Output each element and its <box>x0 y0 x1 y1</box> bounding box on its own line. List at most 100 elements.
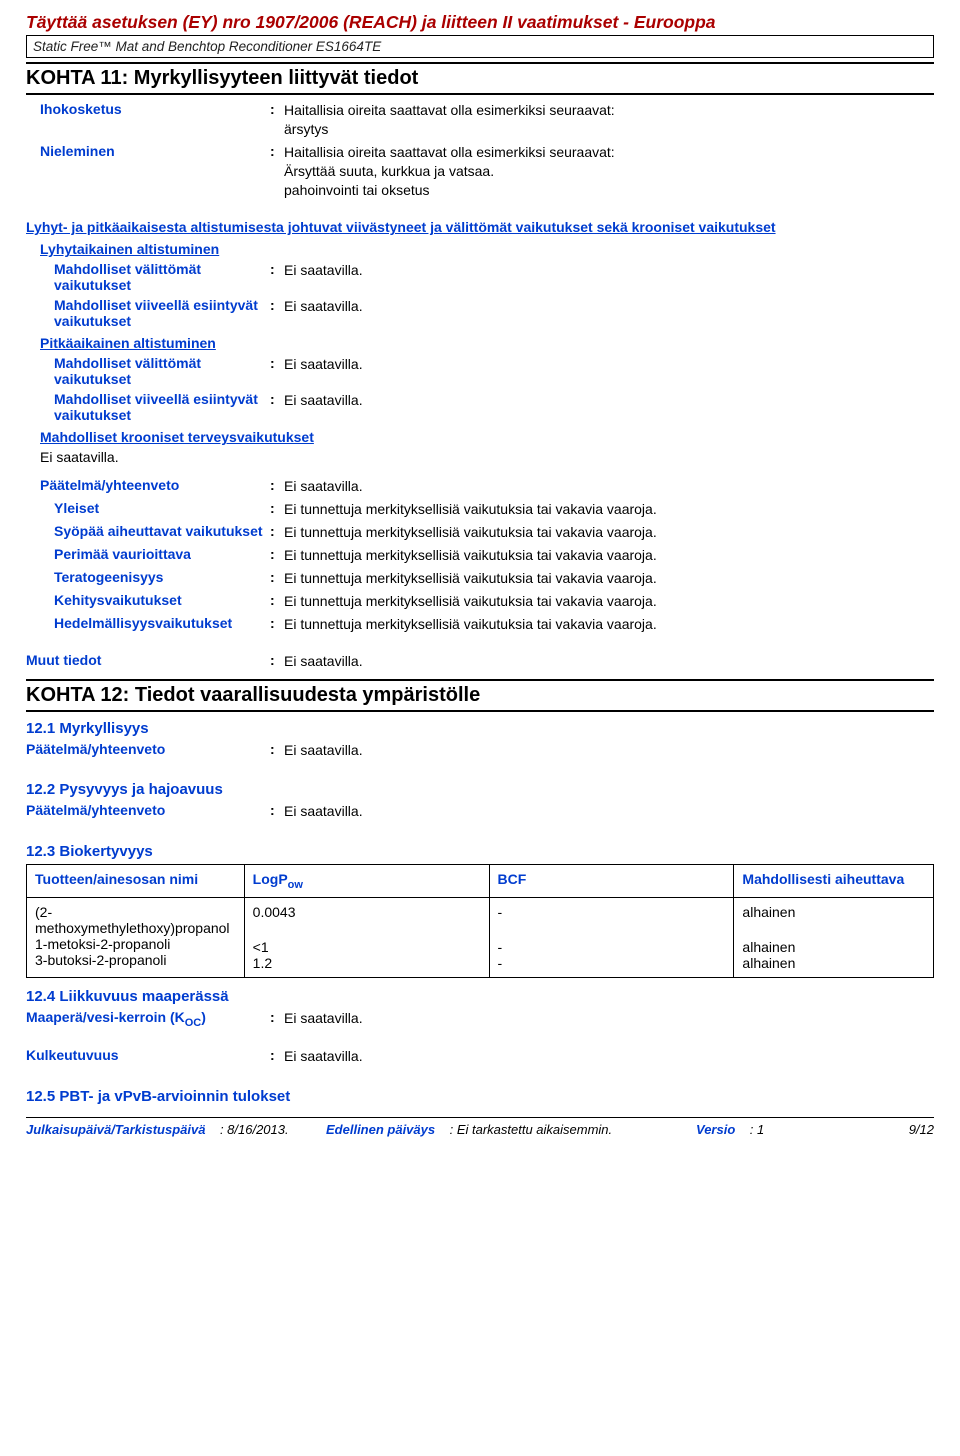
label-s12-2: Päätelmä/yhteenveto <box>26 802 270 818</box>
row-fertility: Hedelmällisyysvaikutukset : Ei tunnettuj… <box>26 615 934 634</box>
label-ihokosketus: Ihokosketus <box>40 101 270 117</box>
koc-prefix: Maaperä/vesi-kerroin (K <box>26 1009 185 1025</box>
label-mutagenic: Perimää vaurioittava <box>54 546 270 562</box>
bioaccumulation-table: Tuotteen/ainesosan nimi LogPow BCF Mahdo… <box>26 864 934 978</box>
label-carcinogenic: Syöpää aiheuttavat vaikutukset <box>54 523 270 539</box>
value-s12-2: Ei saatavilla. <box>284 802 934 821</box>
value-s12-4: Ei saatavilla. <box>284 1009 934 1028</box>
colon: : <box>270 569 284 585</box>
footer: Julkaisupäivä/Tarkistuspäivä : 8/16/2013… <box>26 1122 934 1137</box>
footer-page: 9/12 <box>909 1122 934 1137</box>
td: - - - <box>489 898 734 978</box>
row-st-delayed: Mahdolliset viiveellä esiintyvät vaikutu… <box>26 297 934 329</box>
koc-sub: OC <box>185 1017 202 1029</box>
cell-text: 0.0043 <box>253 904 481 920</box>
label-nieleminen: Nieleminen <box>40 143 270 159</box>
row-other: Muut tiedot : Ei saatavilla. <box>26 652 934 671</box>
colon: : <box>270 523 284 539</box>
chronic-heading: Mahdolliset krooniset terveysvaikutukset <box>26 429 934 445</box>
colon: : <box>270 741 284 757</box>
row-s12-4: Maaperä/vesi-kerroin (KOC) : Ei saatavil… <box>26 1009 934 1029</box>
value-ihokosketus: Haitallisia oireita saattavat olla esime… <box>284 101 934 139</box>
value-nieleminen: Haitallisia oireita saattavat olla esime… <box>284 143 934 200</box>
colon: : <box>270 592 284 608</box>
value-st-delayed: Ei saatavilla. <box>284 297 934 316</box>
row-mutagenic: Perimää vaurioittava : Ei tunnettuja mer… <box>26 546 934 565</box>
table-data-row: (2-methoxymethylethoxy)propanol 1-metoks… <box>27 898 934 978</box>
footer-ver-value: : 1 <box>750 1122 764 1137</box>
value-s12-1: Ei saatavilla. <box>284 741 934 760</box>
colon: : <box>270 391 284 407</box>
value-lt-delayed: Ei saatavilla. <box>284 391 934 410</box>
th-potential: Mahdollisesti aiheuttava <box>734 865 934 898</box>
colon: : <box>270 615 284 631</box>
td: 0.0043 <1 1.2 <box>244 898 489 978</box>
row-conclusion: Päätelmä/yhteenveto : Ei saatavilla. <box>26 477 934 496</box>
row-terato: Teratogeenisyys : Ei tunnettuja merkityk… <box>26 569 934 588</box>
cell-text: - <box>498 955 726 971</box>
colon: : <box>270 297 284 313</box>
value-carcinogenic: Ei tunnettuja merkityksellisiä vaikutuks… <box>284 523 934 542</box>
label-general: Yleiset <box>54 500 270 516</box>
cell-text: <1 <box>253 939 481 955</box>
colon: : <box>270 101 284 117</box>
colon: : <box>270 477 284 493</box>
label-conclusion: Päätelmä/yhteenveto <box>40 477 270 493</box>
label-s12-1: Päätelmä/yhteenveto <box>26 741 270 757</box>
section-12-title: KOHTA 12: Tiedot vaarallisuudesta ympäri… <box>26 679 934 712</box>
row-ihokosketus: Ihokosketus : Haitallisia oireita saatta… <box>26 101 934 139</box>
s12-2-heading: 12.2 Pysyvyys ja hajoavuus <box>26 781 934 798</box>
cell-text: alhainen <box>742 955 925 971</box>
value-dev: Ei tunnettuja merkityksellisiä vaikutuks… <box>284 592 934 611</box>
koc-suffix: ) <box>201 1009 206 1025</box>
page-root: Täyttää asetuksen (EY) nro 1907/2006 (RE… <box>0 0 960 1153</box>
colon: : <box>270 261 284 277</box>
colon: : <box>270 500 284 516</box>
colon: : <box>270 1009 284 1025</box>
chronic-value: Ei saatavilla. <box>26 449 934 465</box>
label-lt-delayed: Mahdolliset viiveellä esiintyvät vaikutu… <box>54 391 270 423</box>
delayed-heading: Lyhyt- ja pitkäaikaisesta altistumisesta… <box>26 219 934 235</box>
label-st-delayed: Mahdolliset viiveellä esiintyvät vaikutu… <box>54 297 270 329</box>
row-st-immediate: Mahdolliset välittömät vaikutukset : Ei … <box>26 261 934 293</box>
label-other: Muut tiedot <box>26 652 270 668</box>
label-dev: Kehitysvaikutukset <box>54 592 270 608</box>
cell-text: alhainen <box>742 939 925 955</box>
label-terato: Teratogeenisyys <box>54 569 270 585</box>
colon: : <box>270 143 284 159</box>
s12-3-heading: 12.3 Biokertyvyys <box>26 843 934 860</box>
value-mutagenic: Ei tunnettuja merkityksellisiä vaikutuks… <box>284 546 934 565</box>
cell-text: 1.2 <box>253 955 481 971</box>
value-general: Ei tunnettuja merkityksellisiä vaikutuks… <box>284 500 934 519</box>
value-other: Ei saatavilla. <box>284 652 934 671</box>
row-general: Yleiset : Ei tunnettuja merkityksellisiä… <box>26 500 934 519</box>
row-s12-1: Päätelmä/yhteenveto : Ei saatavilla. <box>26 741 934 760</box>
value-conclusion: Ei saatavilla. <box>284 477 934 496</box>
row-nieleminen: Nieleminen : Haitallisia oireita saattav… <box>26 143 934 200</box>
value-lt-immediate: Ei saatavilla. <box>284 355 934 374</box>
row-dev: Kehitysvaikutukset : Ei tunnettuja merki… <box>26 592 934 611</box>
cell-text: alhainen <box>742 904 925 920</box>
cell-text: (2-methoxymethylethoxy)propanol <box>35 904 236 936</box>
short-term-heading: Lyhytaikainen altistuminen <box>26 241 934 257</box>
th-logpow: LogPow <box>244 865 489 898</box>
cell-text: - <box>498 939 726 955</box>
footer-pub-label: Julkaisupäivä/Tarkistuspäivä <box>26 1122 205 1137</box>
cell-text: - <box>498 904 726 920</box>
footer-ver-label: Versio <box>696 1122 735 1137</box>
label-fertility: Hedelmällisyysvaikutukset <box>54 615 270 631</box>
colon: : <box>270 355 284 371</box>
th-name: Tuotteen/ainesosan nimi <box>27 865 245 898</box>
footer-pub-value: : 8/16/2013. <box>220 1122 289 1137</box>
product-box: Static Free™ Mat and Benchtop Reconditio… <box>26 35 934 58</box>
section-11-title: KOHTA 11: Myrkyllisyyteen liittyvät tied… <box>26 62 934 95</box>
colon: : <box>270 1047 284 1063</box>
value-mobility: Ei saatavilla. <box>284 1047 934 1066</box>
th-logpow-prefix: LogP <box>253 871 288 887</box>
row-s12-2: Päätelmä/yhteenveto : Ei saatavilla. <box>26 802 934 821</box>
s12-1-heading: 12.1 Myrkyllisyys <box>26 720 934 737</box>
value-fertility: Ei tunnettuja merkityksellisiä vaikutuks… <box>284 615 934 634</box>
row-carcinogenic: Syöpää aiheuttavat vaikutukset : Ei tunn… <box>26 523 934 542</box>
label-s12-4: Maaperä/vesi-kerroin (KOC) <box>26 1009 270 1029</box>
row-lt-delayed: Mahdolliset viiveellä esiintyvät vaikutu… <box>26 391 934 423</box>
